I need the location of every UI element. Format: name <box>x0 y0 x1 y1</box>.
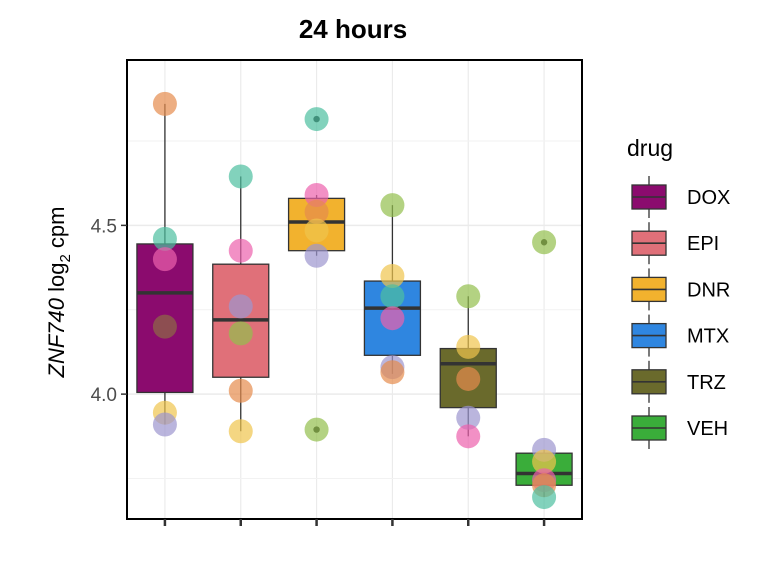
data-point <box>380 360 405 385</box>
plot-panel-border <box>126 59 583 520</box>
legend-label-epi: EPI <box>687 233 719 255</box>
data-point <box>228 419 253 444</box>
y-axis-gene: ZNF740 <box>44 297 69 378</box>
data-point <box>456 284 481 309</box>
y-axis-unit-suffix: cpm <box>44 207 69 255</box>
grid <box>127 60 582 519</box>
chart-title: 24 hours <box>299 14 407 44</box>
data-point <box>456 424 481 449</box>
data-point <box>152 247 177 272</box>
data-point <box>532 449 557 474</box>
data-point <box>532 485 557 510</box>
data-point <box>380 193 405 218</box>
data-point <box>304 417 329 442</box>
y-tick-label: 4.0 <box>91 385 117 406</box>
data-point <box>304 243 329 268</box>
legend-label-dnr: DNR <box>687 279 730 301</box>
data-point <box>456 334 481 359</box>
data-point <box>152 91 177 116</box>
axes: 4.0 4.5 <box>91 216 546 526</box>
legend-label-veh: VEH <box>687 418 728 440</box>
data-point <box>228 321 253 346</box>
data-point <box>228 294 253 319</box>
legend-label-dox: DOX <box>687 187 730 209</box>
data-point <box>152 412 177 437</box>
data-point <box>380 284 405 309</box>
y-axis-unit-subscript: 2 <box>57 254 74 262</box>
y-axis-unit-prefix: log <box>44 263 69 298</box>
y-tick-label: 4.5 <box>91 216 117 237</box>
data-point <box>152 226 177 251</box>
legend-label-mtx: MTX <box>687 326 729 348</box>
data-point <box>304 183 329 207</box>
data-point <box>228 378 253 403</box>
data-point <box>228 238 253 263</box>
data-points <box>152 91 557 510</box>
data-point <box>304 107 329 132</box>
data-point <box>304 199 329 224</box>
data-point <box>456 405 481 430</box>
legend-label-trz: TRZ <box>687 372 726 394</box>
legend-title: drug <box>627 135 673 161</box>
y-axis-title: ZNF740 log2 cpm <box>44 207 74 379</box>
legend: drug DOX EPI DNR MTX TRZ VEH <box>627 135 730 449</box>
data-point <box>532 230 557 255</box>
data-point <box>380 264 405 288</box>
data-point <box>456 366 481 391</box>
data-point <box>152 314 177 339</box>
data-point <box>304 218 329 243</box>
data-point <box>380 306 405 331</box>
boxes <box>136 103 573 498</box>
data-point <box>228 164 253 189</box>
